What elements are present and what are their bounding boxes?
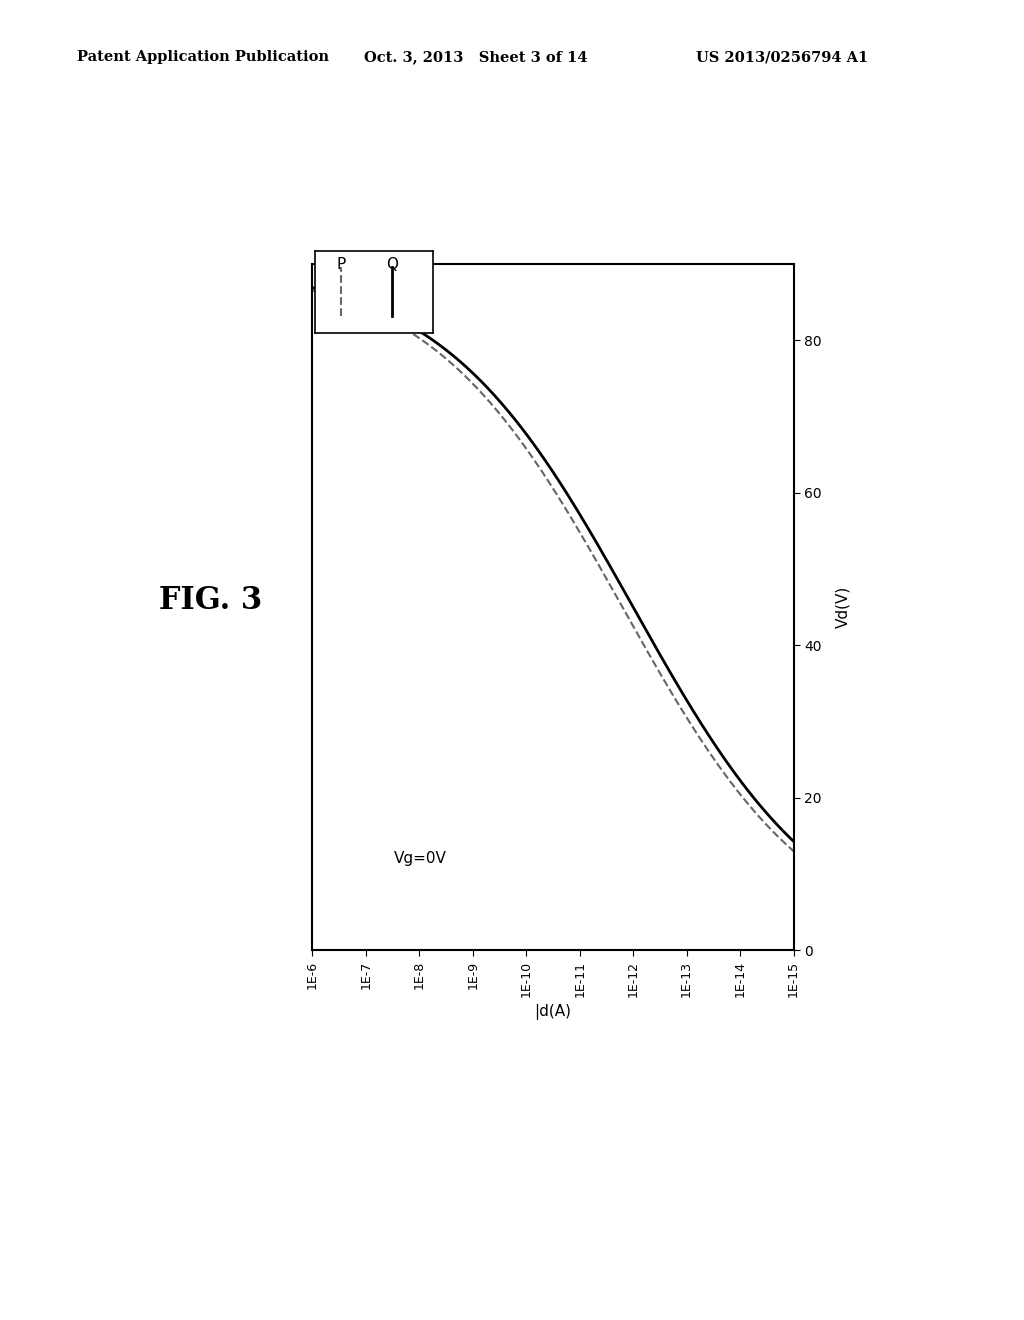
P	[773, 830, 785, 846]
X-axis label: |d(A): |d(A)	[535, 1005, 571, 1020]
Text: Patent Application Publication: Patent Application Publication	[77, 50, 329, 65]
Q	[685, 700, 697, 715]
P	[541, 470, 553, 486]
P	[331, 289, 343, 305]
Q	[773, 820, 785, 836]
Line: Q: Q	[312, 288, 794, 841]
Q	[527, 436, 540, 451]
Q	[787, 833, 800, 849]
Text: FIG. 3: FIG. 3	[159, 585, 262, 616]
Text: US 2013/0256794 A1: US 2013/0256794 A1	[696, 50, 868, 65]
P	[773, 830, 785, 846]
Text: Q: Q	[386, 257, 398, 272]
P	[527, 451, 540, 467]
Q	[331, 286, 343, 302]
Q	[306, 280, 318, 296]
P	[685, 717, 697, 733]
Q	[541, 454, 553, 470]
Text: P: P	[337, 257, 346, 272]
Q	[773, 820, 785, 836]
Text: Oct. 3, 2013   Sheet 3 of 14: Oct. 3, 2013 Sheet 3 of 14	[364, 50, 587, 65]
Y-axis label: Vd(V): Vd(V)	[836, 586, 851, 628]
Line: P: P	[312, 290, 794, 851]
P	[306, 282, 318, 298]
P	[787, 843, 800, 859]
Text: Vg=0V: Vg=0V	[394, 851, 446, 866]
